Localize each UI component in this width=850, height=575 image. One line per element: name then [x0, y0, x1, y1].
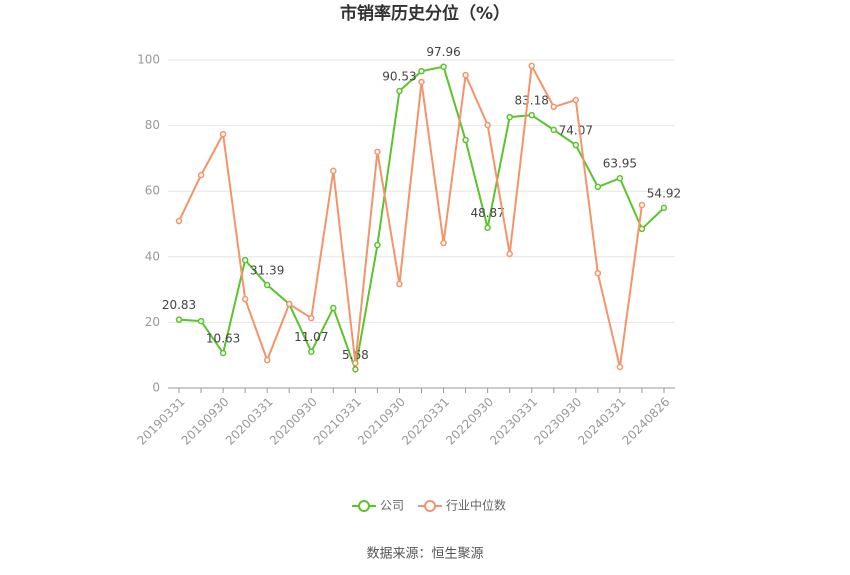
point: [638, 201, 646, 209]
point: [175, 217, 183, 225]
point: [550, 103, 558, 111]
data-label: 11.07: [294, 330, 328, 344]
point: [396, 87, 403, 95]
data-label: 20.83: [162, 298, 196, 312]
x-tick-label: 20240826: [619, 395, 672, 448]
point: [418, 78, 425, 86]
point: [241, 256, 249, 264]
point: [616, 363, 624, 371]
data-label: 74.07: [559, 124, 593, 138]
point: [616, 174, 624, 182]
point: [330, 304, 337, 312]
data-label: 63.95: [603, 157, 637, 171]
chart-title: 市销率历史分位（%）: [340, 3, 510, 24]
point: [594, 269, 602, 277]
point: [572, 96, 580, 104]
point: [462, 136, 469, 144]
point: [263, 281, 271, 289]
series-line: [178, 62, 643, 368]
point: [374, 148, 381, 156]
data-label: 48.87: [470, 206, 504, 220]
point: [219, 130, 227, 138]
point: [396, 280, 403, 288]
legend-label: 公司: [380, 499, 404, 513]
data-label: 10.63: [206, 332, 240, 346]
data-label: 31.39: [250, 264, 284, 278]
y-tick-label: 40: [145, 249, 160, 263]
point: [197, 171, 205, 179]
legend-marker: [424, 500, 436, 512]
point: [285, 300, 293, 308]
point: [352, 366, 359, 373]
y-tick-label: 100: [137, 53, 160, 67]
y-tick-label: 0: [152, 381, 160, 395]
point: [330, 167, 337, 175]
y-tick-label: 60: [145, 184, 160, 198]
point: [440, 63, 447, 70]
point: [440, 239, 447, 247]
point: [175, 316, 183, 323]
point: [219, 349, 227, 357]
point: [462, 71, 469, 79]
point: [308, 348, 315, 355]
point: [594, 183, 602, 191]
legend-marker: [358, 500, 370, 512]
point: [374, 241, 381, 249]
point: [352, 359, 359, 367]
data-label: 97.96: [426, 45, 460, 59]
point: [263, 356, 271, 364]
point: [484, 121, 491, 129]
point: [506, 250, 513, 258]
data-label: 54.92: [647, 186, 681, 200]
point: [506, 113, 513, 121]
point: [660, 204, 668, 212]
point: [528, 111, 535, 119]
point: [572, 141, 580, 149]
point: [550, 126, 558, 134]
point: [197, 317, 205, 325]
point: [418, 67, 425, 75]
data-label: 83.18: [515, 94, 549, 108]
point: [308, 314, 315, 322]
point: [484, 224, 491, 231]
point: [528, 62, 535, 70]
point: [638, 225, 646, 233]
source: 数据来源：恒生聚源: [366, 547, 483, 562]
legend-label: 行业中位数: [446, 498, 506, 513]
data-label: 90.53: [382, 70, 416, 84]
y-tick-label: 80: [145, 118, 160, 132]
point: [241, 295, 249, 303]
y-tick-label: 20: [145, 315, 160, 329]
